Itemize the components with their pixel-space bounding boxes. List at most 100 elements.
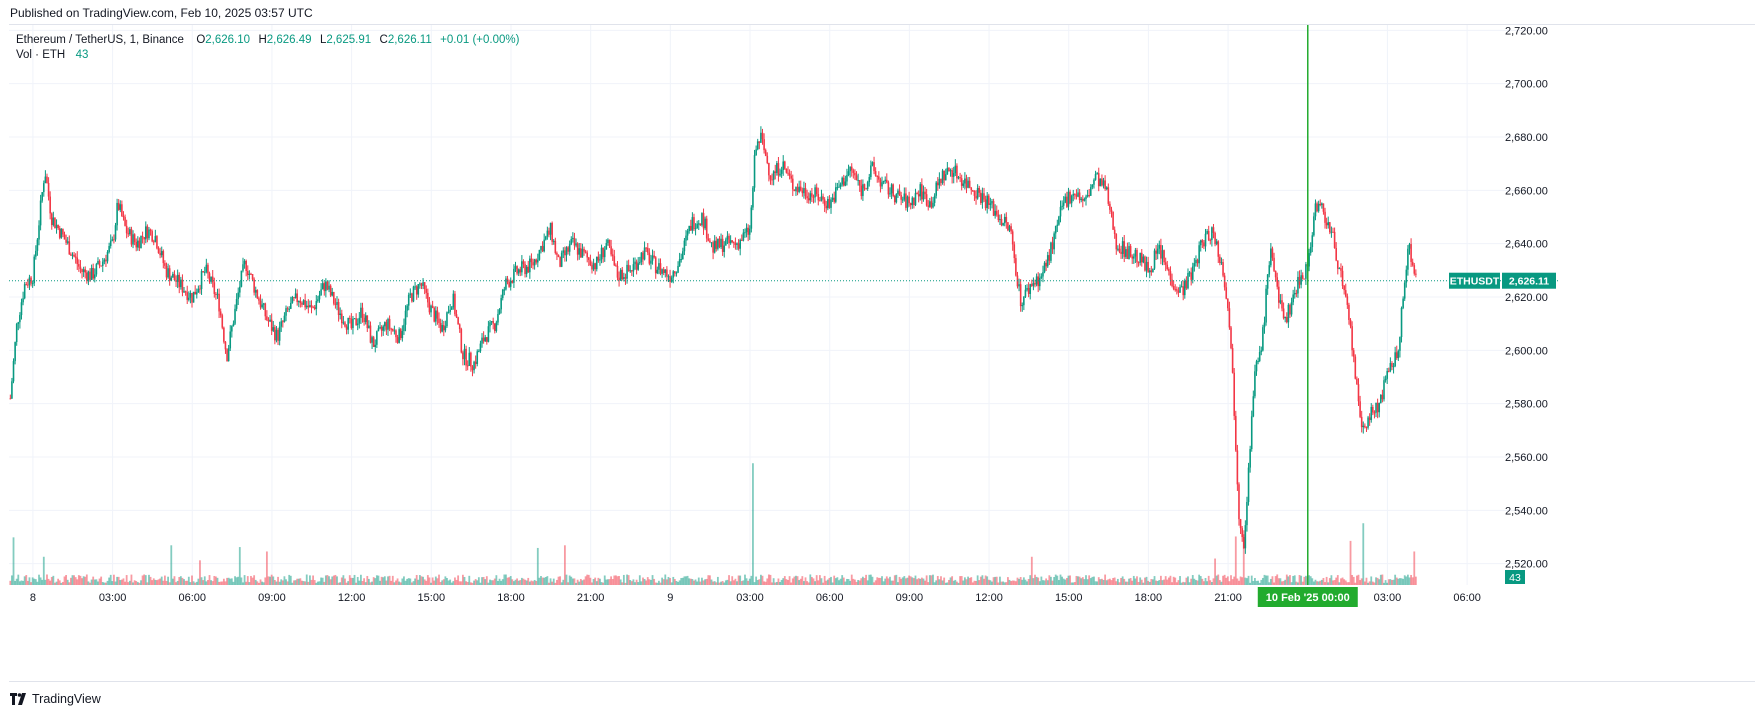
candle-body xyxy=(1097,173,1100,187)
volume-bar xyxy=(726,579,729,585)
volume-bar xyxy=(1360,578,1363,585)
candle xyxy=(1381,389,1384,403)
candle xyxy=(132,230,134,249)
candle-body xyxy=(54,217,56,229)
volume-bar xyxy=(199,560,201,585)
candle xyxy=(98,259,101,269)
candle-body xyxy=(755,149,757,156)
candle xyxy=(650,254,652,270)
chart-area[interactable]: ETHUSDT 2,626.11 43 10 Feb '25 00:00 2,520.… xyxy=(9,24,1755,682)
candle-body xyxy=(1322,203,1325,212)
candle-body xyxy=(1048,255,1051,261)
volume-bar xyxy=(1008,579,1011,585)
symbol-title[interactable]: Ethereum / TetherUS, 1, Binance xyxy=(16,34,184,46)
candle xyxy=(31,280,34,288)
volume-bar xyxy=(197,578,200,585)
volume-bar xyxy=(653,578,656,585)
volume-bar xyxy=(243,575,246,585)
candle xyxy=(831,193,834,203)
volume-bar xyxy=(629,580,632,585)
volume-bar xyxy=(763,581,765,585)
volume-bar xyxy=(238,547,241,585)
candle-body xyxy=(967,180,969,188)
candle-body xyxy=(89,271,91,280)
candle xyxy=(262,302,265,310)
candle-body xyxy=(364,315,367,323)
candle xyxy=(1387,367,1390,373)
volume-bar xyxy=(745,578,748,585)
candle-body xyxy=(82,269,85,272)
volume-bar xyxy=(149,576,152,585)
candle-body xyxy=(935,182,937,196)
candle xyxy=(1293,286,1296,299)
time-tick-label: 06:00 xyxy=(816,592,844,604)
candle xyxy=(705,215,708,243)
candle xyxy=(1153,248,1156,270)
volume-bar xyxy=(285,579,287,585)
candle-body xyxy=(1365,426,1368,428)
candle-body xyxy=(129,229,131,235)
candle-body xyxy=(106,251,109,262)
volume-bar xyxy=(1169,575,1172,585)
volume-bar xyxy=(15,578,18,585)
candle xyxy=(1029,283,1032,300)
volume-bar xyxy=(1242,530,1245,585)
volume-bar xyxy=(675,581,678,585)
volume-bar xyxy=(877,577,880,585)
candle xyxy=(73,251,75,258)
volume-bar xyxy=(1153,576,1156,585)
crosshair-date-tag: 10 Feb '25 00:00 xyxy=(1257,587,1358,607)
tradingview-brand[interactable]: TradingView xyxy=(10,692,101,706)
candle xyxy=(1013,241,1016,264)
candle-body xyxy=(399,329,402,339)
candle-body xyxy=(344,322,346,327)
volume-bar xyxy=(1209,580,1212,585)
candle-body xyxy=(176,274,179,282)
candle-body xyxy=(1176,289,1178,291)
volume-bar xyxy=(1231,579,1234,585)
volume-bar xyxy=(1247,575,1250,585)
time-axis[interactable]: 8 03:00 06:00 09:00 12:00 15:00 18:00 21:00 9 03:… xyxy=(30,592,1481,604)
price-axis[interactable]: 2,520.002,540.002,560.002,580.002,600.00… xyxy=(1505,25,1548,570)
candle xyxy=(111,236,114,242)
volume-bar xyxy=(34,579,37,585)
candle-body xyxy=(779,173,781,176)
candle xyxy=(1082,195,1084,208)
candle-body xyxy=(621,269,624,279)
volume-bar xyxy=(18,581,21,585)
volume-bar xyxy=(846,578,848,585)
candle xyxy=(879,177,882,193)
candle-body xyxy=(237,292,240,299)
candle xyxy=(737,239,740,251)
candle xyxy=(854,169,856,180)
candle xyxy=(1364,423,1366,429)
candle xyxy=(508,279,510,288)
candle xyxy=(909,202,912,210)
candle-body xyxy=(457,317,459,325)
volume-bar xyxy=(1217,574,1220,585)
volume-bar xyxy=(822,582,824,585)
volume-bar xyxy=(1155,580,1158,585)
volume-label[interactable]: Vol · ETH xyxy=(16,49,66,61)
candle-body xyxy=(1301,275,1304,279)
candle-body xyxy=(930,201,933,208)
candle-body xyxy=(501,289,504,299)
volume-bar xyxy=(1308,575,1310,585)
candle xyxy=(81,268,83,279)
volume-bar xyxy=(219,581,222,585)
candle xyxy=(154,229,157,243)
volume-bar xyxy=(1174,577,1177,585)
candle-body xyxy=(242,264,244,271)
volume-bar xyxy=(701,577,703,585)
volume-bar xyxy=(301,580,303,585)
candle-body xyxy=(1214,232,1216,245)
volume-bar xyxy=(876,577,879,585)
candle-body xyxy=(117,202,120,210)
candle xyxy=(207,262,209,279)
candle xyxy=(435,306,437,326)
volume-bar xyxy=(793,576,796,585)
candle-body xyxy=(301,303,303,305)
volume-bar xyxy=(1238,580,1240,585)
candle xyxy=(661,268,663,278)
